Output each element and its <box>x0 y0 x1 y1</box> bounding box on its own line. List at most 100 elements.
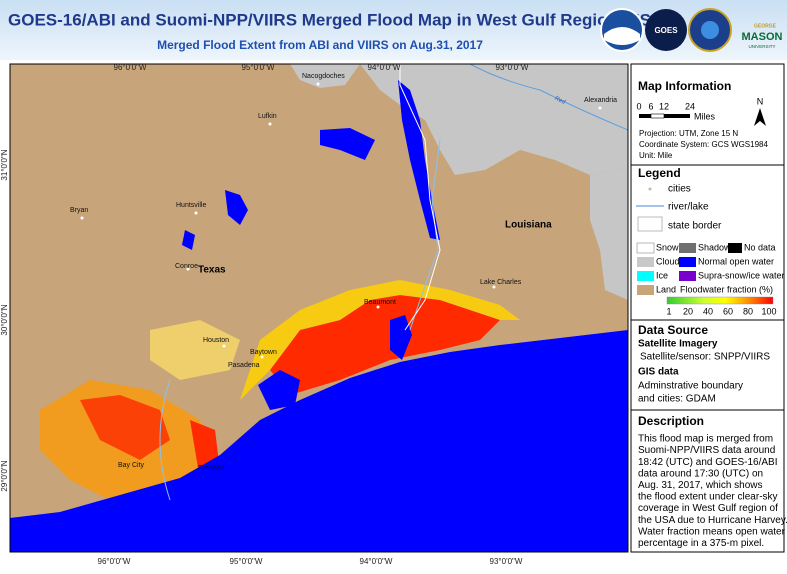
city <box>316 82 320 86</box>
city <box>376 305 380 309</box>
flood-high <box>80 395 170 460</box>
class-swatch <box>637 257 654 267</box>
place-label: Bryan <box>70 207 88 214</box>
section-title: Legend <box>638 166 681 180</box>
legend-label: cities <box>668 184 691 195</box>
longitude-label: 95°0'0"W <box>230 557 263 566</box>
scale-label: 0 <box>636 101 641 111</box>
place-label: Conroe <box>175 263 198 270</box>
lake <box>225 190 248 225</box>
scale-bar <box>650 113 665 119</box>
city <box>260 355 264 359</box>
city <box>492 285 496 289</box>
description-line: This flood map is merged from <box>638 434 773 445</box>
lake <box>390 315 412 360</box>
class-swatch <box>637 271 654 281</box>
flood-medium <box>240 280 520 400</box>
bay <box>258 370 300 410</box>
coordinate-system: Coordinate System: GCS WGS1984 <box>639 140 768 149</box>
class-label: Ice <box>656 270 668 280</box>
subsection-title: GIS data <box>638 367 679 378</box>
legend-label: river/lake <box>668 202 709 213</box>
class-label: Normal open water <box>698 256 774 266</box>
cloud-area <box>360 64 628 175</box>
state-label: Texas <box>198 265 226 276</box>
city <box>598 106 602 110</box>
longitude-label: 94°0'0"W <box>360 557 393 566</box>
map: Nacogdoches Lufkin Alexandria Bryan Hunt… <box>9 63 629 553</box>
description-line: the flood extent under clear-sky <box>638 492 778 503</box>
north-arrow <box>754 108 766 126</box>
place-label: Baytown <box>250 349 277 356</box>
place-label: Lufkin <box>258 113 277 120</box>
class-swatch <box>679 271 696 281</box>
goes-logo-text: GOES <box>654 26 678 35</box>
latitude-label: 29°0'0"N <box>0 460 9 491</box>
description-line: Suomi-NPP/VIIRS data around <box>638 445 775 456</box>
colorbar-tick: 1 <box>666 306 671 316</box>
legend-label: state border <box>668 221 722 232</box>
description-line: data around 17:30 (UTC) on <box>638 468 763 479</box>
goes-logo <box>645 9 687 51</box>
place-label: Pasadena <box>228 362 260 369</box>
description-line: 18:42 (UTC) and GOES-16/ABI <box>638 457 778 468</box>
map-frame <box>9 63 629 553</box>
description-line: Aug. 31, 2017, which shows <box>638 480 763 491</box>
class-label: Supra-snow/ice water <box>698 270 785 280</box>
city <box>268 122 272 126</box>
river <box>469 63 629 131</box>
section-title: Data Source <box>638 323 708 337</box>
river <box>409 139 441 331</box>
cloud-area <box>590 168 628 300</box>
ocean <box>10 330 628 552</box>
city <box>186 267 190 271</box>
longitude-label: 93°0'0"W <box>496 63 529 72</box>
place-label: Freeport <box>198 465 225 472</box>
state-label: Louisiana <box>505 220 552 231</box>
class-swatch <box>728 243 742 253</box>
flood-low <box>150 320 240 380</box>
cloud-area <box>290 64 360 88</box>
panel-frame <box>630 63 785 553</box>
place-label: Bay City <box>118 462 145 469</box>
title: GOES-16/ABI and Suomi-NPP/VIIRS Merged F… <box>8 10 663 29</box>
jpss-logo-globe <box>701 21 719 39</box>
noaa-logo-bird <box>604 27 640 45</box>
city <box>222 344 226 348</box>
city <box>194 211 198 215</box>
fraction-colorbar <box>666 296 774 305</box>
class-label: Snow <box>656 242 679 252</box>
class-label: Land <box>656 284 676 294</box>
class-label: No data <box>744 242 776 252</box>
latitude-label: 31°0'0"N <box>0 149 9 180</box>
description-line: Water fraction means open water <box>638 526 786 537</box>
unit: Unit: Mile <box>639 151 673 160</box>
colorbar-tick: 60 <box>723 306 733 316</box>
legend-city-symbol <box>648 187 652 191</box>
scale-unit: Miles <box>694 111 716 121</box>
lake <box>182 230 195 250</box>
place-label: Houston <box>203 337 229 344</box>
gmu-logo-text: MASON <box>742 31 783 43</box>
subsection-title: Satellite Imagery <box>638 339 718 350</box>
colorbar-tick: 80 <box>743 306 753 316</box>
river <box>159 379 171 501</box>
section-title: Map Information <box>638 79 731 93</box>
class-swatch <box>679 257 696 267</box>
gis-line: Adminstrative boundary <box>638 381 743 392</box>
projection: Projection: UTM, Zone 15 N <box>639 129 738 138</box>
longitude-label: 96°0'0"W <box>98 557 131 566</box>
section-title: Description <box>638 414 704 428</box>
sensor: Satellite/sensor: SNPP/VIIRS <box>640 352 770 363</box>
longitude-label: 94°0'0"W <box>368 63 401 72</box>
gmu-logo-text: GEORGE <box>754 23 777 29</box>
state-border <box>399 64 441 331</box>
scale-bar <box>639 114 651 118</box>
description-line: the USA due to Hurricane Harvey. <box>638 515 787 526</box>
description-line: coverage in West Gulf region of <box>638 503 778 514</box>
legend-border-symbol <box>637 216 663 232</box>
class-label: Shadow <box>698 242 731 252</box>
gmu-logo-text: UNIVERSITY <box>748 44 775 49</box>
latitude-label: 30°0'0"N <box>0 304 9 335</box>
